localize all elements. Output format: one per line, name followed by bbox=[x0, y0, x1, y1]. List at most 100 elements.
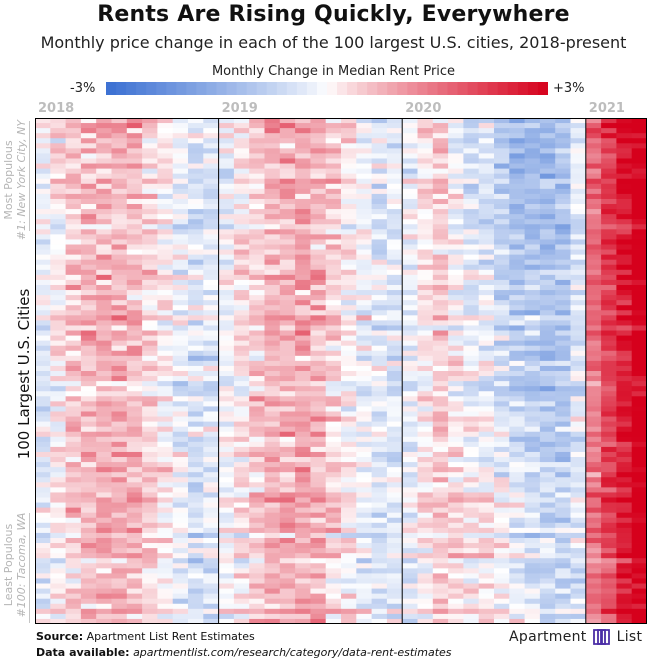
heatmap-cell bbox=[417, 118, 434, 124]
heatmap-cell bbox=[555, 173, 571, 180]
heatmap-cell bbox=[463, 548, 480, 554]
heatmap-cell bbox=[463, 254, 480, 261]
heatmap-cell bbox=[386, 123, 403, 129]
heatmap-cell bbox=[264, 487, 281, 493]
heatmap-cell bbox=[616, 284, 633, 291]
heatmap-cell bbox=[478, 279, 495, 286]
heatmap-cell bbox=[478, 376, 495, 382]
heatmap-cell bbox=[325, 376, 342, 382]
heatmap-cell bbox=[631, 543, 647, 549]
heatmap-cell bbox=[631, 198, 647, 205]
heatmap-cell bbox=[295, 593, 311, 600]
heatmap-cell bbox=[279, 386, 296, 392]
heatmap-cell bbox=[325, 548, 342, 554]
heatmap-cell bbox=[601, 467, 617, 473]
heatmap-cell bbox=[218, 224, 235, 230]
heatmap-cell bbox=[356, 553, 372, 559]
heatmap-cell bbox=[341, 264, 357, 271]
heatmap-cell bbox=[310, 588, 327, 595]
heatmap-cell bbox=[35, 320, 51, 326]
heatmap-cell bbox=[601, 259, 617, 266]
heatmap-cell bbox=[371, 527, 388, 534]
heatmap-cell bbox=[356, 133, 372, 139]
heatmap-cell bbox=[478, 229, 495, 235]
heatmap-cell bbox=[203, 345, 219, 352]
heatmap-cell bbox=[35, 239, 51, 245]
heatmap-cell bbox=[96, 325, 112, 331]
heatmap-cell bbox=[356, 128, 372, 134]
heatmap-cell bbox=[65, 244, 82, 250]
heatmap-cell bbox=[478, 568, 495, 574]
heatmap-cell bbox=[341, 371, 357, 377]
heatmap-cell bbox=[494, 583, 510, 589]
heatmap-cell bbox=[172, 441, 189, 448]
heatmap-cell bbox=[432, 209, 449, 215]
heatmap-cell bbox=[279, 340, 296, 347]
heatmap-cell bbox=[218, 421, 235, 428]
heatmap-cell bbox=[111, 462, 128, 468]
heatmap-cell bbox=[509, 618, 525, 624]
heatmap-cell bbox=[631, 482, 647, 488]
heatmap-cell bbox=[585, 543, 602, 549]
heatmap-cell bbox=[631, 416, 647, 422]
heatmap-cell bbox=[356, 598, 372, 605]
heatmap-cell bbox=[218, 406, 235, 412]
data-available-link[interactable]: apartmentlist.com/research/category/data… bbox=[133, 646, 452, 659]
heatmap-cell bbox=[65, 320, 82, 326]
heatmap-cell bbox=[157, 193, 174, 200]
heatmap-cell bbox=[539, 118, 556, 124]
heatmap-cell bbox=[310, 603, 327, 610]
heatmap-cell bbox=[218, 411, 235, 417]
heatmap-cell bbox=[157, 264, 174, 271]
heatmap-cell bbox=[111, 284, 128, 291]
heatmap-cell bbox=[203, 532, 219, 539]
heatmap-cell bbox=[172, 355, 189, 362]
heatmap-cell bbox=[631, 234, 647, 240]
heatmap-cell bbox=[539, 264, 556, 271]
heatmap-cell bbox=[402, 386, 418, 392]
heatmap-cell bbox=[65, 532, 82, 539]
heatmap-cell bbox=[402, 229, 418, 235]
heatmap-cell bbox=[356, 608, 372, 615]
heatmap-cell bbox=[188, 381, 204, 387]
heatmap-cell bbox=[264, 269, 281, 276]
heatmap-cell bbox=[65, 548, 82, 554]
heatmap-cell bbox=[172, 426, 189, 433]
heatmap-cell bbox=[218, 284, 235, 291]
heatmap-cell bbox=[417, 274, 434, 281]
heatmap-cell bbox=[539, 406, 556, 412]
bottom-note-line-2: #100: Tacoma, WA bbox=[15, 512, 28, 618]
heatmap-cell bbox=[65, 209, 82, 215]
heatmap-cell bbox=[325, 269, 342, 276]
heatmap-cell bbox=[371, 340, 388, 347]
heatmap-cell bbox=[585, 204, 602, 210]
heatmap-cell bbox=[448, 421, 464, 428]
heatmap-cell bbox=[494, 284, 510, 291]
heatmap-cell bbox=[524, 188, 541, 195]
heatmap-cell bbox=[249, 259, 265, 266]
heatmap-cell bbox=[295, 284, 311, 291]
heatmap-cell bbox=[279, 548, 296, 554]
heatmap-cell bbox=[80, 284, 97, 291]
heatmap-cell bbox=[65, 148, 82, 154]
heatmap-cell bbox=[616, 563, 633, 569]
heatmap-cell bbox=[555, 254, 571, 261]
heatmap-cell bbox=[126, 553, 143, 559]
legend-swatch bbox=[487, 82, 499, 95]
heatmap-cell bbox=[509, 345, 525, 352]
heatmap-cell bbox=[555, 608, 571, 615]
heatmap-cell bbox=[50, 563, 66, 569]
heatmap-cell bbox=[386, 355, 403, 362]
heatmap-cell bbox=[616, 193, 633, 200]
heatmap-cell bbox=[126, 158, 143, 164]
heatmap-cell bbox=[417, 239, 434, 245]
heatmap-cell bbox=[555, 386, 571, 392]
heatmap-cell bbox=[203, 406, 219, 412]
heatmap-cell bbox=[264, 163, 281, 169]
heatmap-cell bbox=[494, 426, 510, 433]
heatmap-cell bbox=[96, 315, 112, 321]
heatmap-cell bbox=[341, 553, 357, 559]
heatmap-cell bbox=[203, 269, 219, 276]
heatmap-cell bbox=[417, 512, 434, 519]
heatmap-cell bbox=[172, 365, 189, 372]
